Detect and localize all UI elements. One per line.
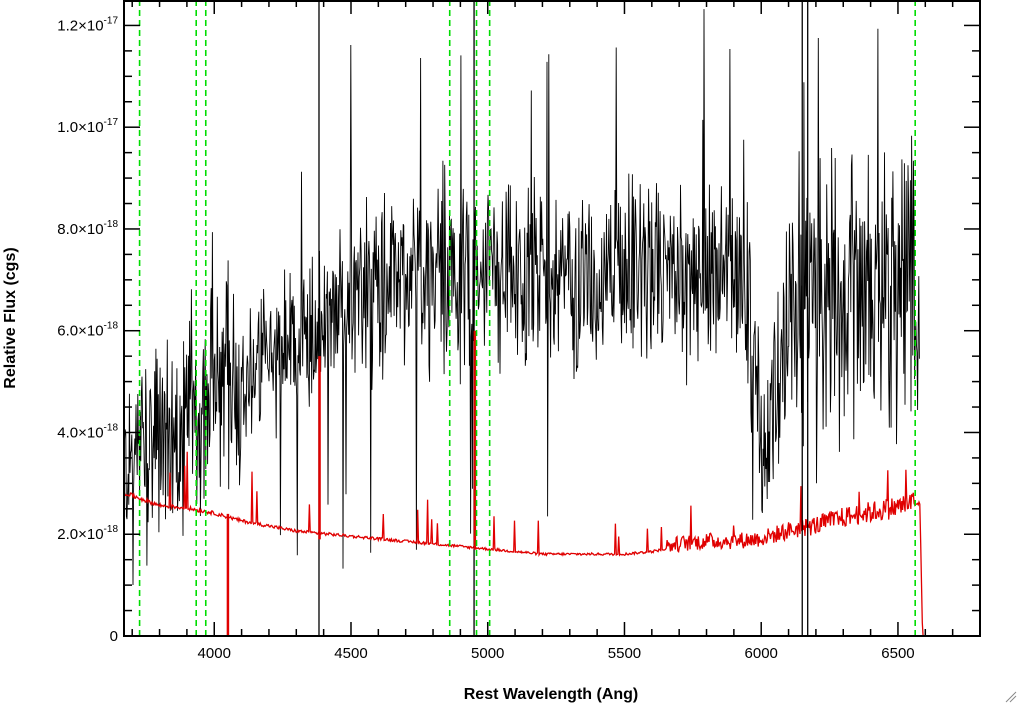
x-tick-label: 4000 bbox=[198, 645, 231, 662]
x-tick-label: 4500 bbox=[334, 645, 367, 662]
y-axis-title: Relative Flux (cgs) bbox=[2, 247, 19, 388]
x-axis-title: Rest Wavelength (Ang) bbox=[464, 686, 639, 703]
spectrum-spikes bbox=[226, 0, 809, 636]
x-tick-label: 6000 bbox=[745, 645, 778, 662]
error-spectrum-line bbox=[124, 451, 980, 636]
x-tick-label: 6500 bbox=[881, 645, 914, 662]
y-tick-label: 2.0×10-18 bbox=[57, 524, 118, 543]
y-tick-label: 1.0×10-17 bbox=[57, 117, 118, 136]
y-tick-label: 6.0×10-18 bbox=[57, 321, 118, 340]
y-tick-label: 4.0×10-18 bbox=[57, 422, 118, 441]
resize-grip-icon[interactable] bbox=[1005, 691, 1017, 703]
x-tick-label: 5000 bbox=[471, 645, 504, 662]
y-tick-label: 8.0×10-18 bbox=[57, 219, 118, 238]
y-tick-label: 1.2×10-17 bbox=[57, 15, 118, 34]
series-layer bbox=[124, 0, 980, 636]
x-tick-label: 5500 bbox=[608, 645, 641, 662]
emission-line-markers bbox=[138, 0, 916, 636]
flux-spectrum-line bbox=[124, 9, 920, 586]
axes: 4000 4500 5000 5500 6000 6500 0 2.0×10-18 4.0×10… bbox=[57, 0, 981, 662]
y-tick-label: 0 bbox=[110, 628, 118, 645]
plot-frame bbox=[123, 0, 981, 637]
